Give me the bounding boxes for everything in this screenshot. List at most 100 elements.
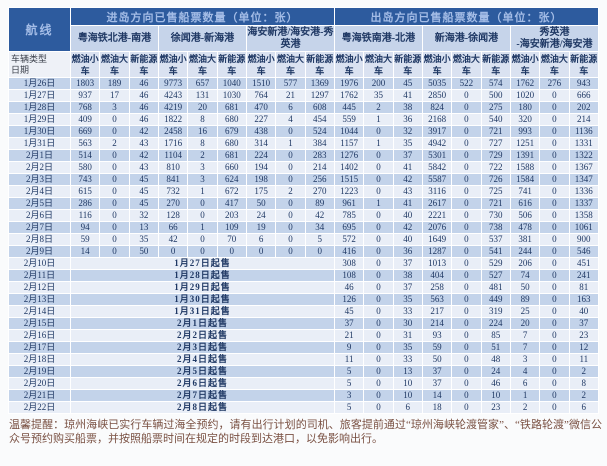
outbound-count-cell: 541 [480,245,511,258]
inbound-count-cell: 50 [128,245,159,258]
sale-start-note: 1月28日起售 [70,269,335,282]
corner-label-date: 日期 [11,64,30,75]
inbound-count-cell: 42 [128,149,159,162]
inbound-count-cell: 6 [245,233,277,246]
outbound-count-cell: 319 [480,305,511,318]
route-group-header: 粤海铁南港-北港 [333,25,423,52]
inbound-count-cell: 2 [275,185,306,198]
sale-start-note: 1月29日起售 [70,281,335,294]
inbound-count-cell: 43 [128,161,159,174]
outbound-count-cell: 0 [539,161,570,174]
outbound-count-cell: 33 [392,305,423,318]
date-cell: 2月10日 [8,257,71,270]
date-cell: 2月18日 [8,353,71,366]
outbound-count-cell: 695 [333,221,365,234]
outbound-count-cell: 451 [568,257,600,270]
outbound-count-cell: 572 [333,233,365,246]
outbound-count-cell: 9 [333,341,365,354]
inbound-count-cell: 0 [99,245,130,258]
outbound-count-cell: 0 [451,353,482,366]
table-row: 2月10日 1月27日起售 308 0 37 1013 0 529 206 0 451 [8,257,600,270]
outbound-count-cell: 0 [363,209,394,222]
outbound-count-cell: 2221 [421,209,453,222]
inbound-count-cell: 6 [275,101,306,114]
vehicle-type-header: 燃油大车 [451,51,482,78]
outbound-count-cell: 0 [451,293,482,306]
outbound-count-cell: 0 [539,389,570,402]
inbound-count-cell: 50 [245,197,277,210]
outbound-count-cell: 1 [363,137,394,150]
date-cell: 2月14日 [8,305,71,318]
outbound-count-cell: 74 [509,269,541,282]
outbound-count-cell: 37 [421,365,453,378]
outbound-count-cell: 0 [451,185,482,198]
outbound-count-cell: 5842 [421,161,453,174]
inbound-count-cell: 937 [69,89,101,102]
inbound-count-cell: 1 [187,221,218,234]
outbound-count-cell: 0 [539,89,570,102]
outbound-count-cell: 11 [568,353,600,366]
outbound-count-cell: 1223 [333,185,365,198]
outbound-count-cell: 559 [333,113,365,126]
table-row: 1月30日 669 0 42 2458 16 679 438 0 524 1044 0 32 3917 0 7… [8,125,600,138]
outbound-count-cell: 0 [451,245,482,258]
inbound-count-cell: 46 [128,89,159,102]
outbound-count-cell: 1649 [421,233,453,246]
table-row: 2月19日 2月5日起售 5 0 13 37 0 24 4 0 2 [8,365,600,378]
outbound-count-cell: 163 [568,293,600,306]
inbound-count-cell: 0 [304,245,335,258]
outbound-count-cell: 59 [421,341,453,354]
inbound-count-cell: 34 [304,221,335,234]
outbound-count-cell: 5587 [421,173,453,186]
inbound-count-cell: 0 [99,233,130,246]
date-cell: 1月31日 [8,137,71,150]
table-row: 2月21日 2月7日起售 3 0 10 14 0 10 1 0 2 [8,389,600,402]
outbound-count-cell: 180 [509,101,541,114]
outbound-count-cell: 1322 [568,149,600,162]
outbound-count-cell: 0 [451,257,482,270]
outbound-count-cell: 5035 [421,77,453,90]
date-cell: 2月4日 [8,185,71,198]
table-row: 2月1日 514 0 42 1104 2 681 224 0 283 1276 0 37 5301 0 729… [8,149,600,162]
table-row: 2月16日 2月2日起售 21 0 31 93 0 85 7 0 23 [8,329,600,342]
inbound-count-cell: 70 [216,233,247,246]
outbound-count-cell: 1762 [509,77,541,90]
outbound-count-cell: 481 [480,281,511,294]
outbound-count-cell: 0 [363,185,394,198]
outbound-count-cell: 1136 [568,125,600,138]
outbound-count-cell: 381 [509,233,541,246]
inbound-section-title: 进岛方向已售船票数量（单位：张） [70,7,335,26]
outbound-count-cell: 38 [392,269,423,282]
outbound-count-cell: 214 [421,317,453,330]
date-cell: 2月9日 [8,245,71,258]
outbound-count-cell: 0 [539,101,570,114]
outbound-count-cell: 35 [392,341,423,354]
outbound-count-cell: 10 [392,389,423,402]
inbound-count-cell: 286 [69,197,101,210]
inbound-count-cell: 45 [128,173,159,186]
vehicle-type-header: 燃油大车 [539,51,570,78]
outbound-count-cell: 12 [568,341,600,354]
outbound-count-cell: 537 [480,233,511,246]
outbound-count-cell: 0 [539,293,570,306]
outbound-count-cell: 721 [480,125,511,138]
outbound-count-cell: 1976 [333,77,365,90]
inbound-count-cell: 66 [157,221,189,234]
outbound-count-cell: 89 [509,293,541,306]
outbound-count-cell: 1287 [421,245,453,258]
vehicle-type-row: 车辆类型 日期 燃油小车 燃油大车 新能源车 燃油小车 燃油大车 新能源车 燃油小车 燃油大车新… [8,51,600,78]
inbound-count-cell: 0 [216,245,247,258]
inbound-count-cell: 0 [275,233,306,246]
sale-start-note: 2月7日起售 [70,389,335,402]
inbound-count-cell: 384 [304,137,335,150]
inbound-count-cell: 24 [245,209,277,222]
route-corner-header: 航线 [8,7,71,52]
outbound-count-cell: 0 [451,137,482,150]
inbound-count-cell: 109 [216,221,247,234]
inbound-count-cell: 679 [216,125,247,138]
outbound-count-cell: 4 [509,365,541,378]
inbound-count-cell: 256 [304,173,335,186]
outbound-count-cell: 0 [363,173,394,186]
date-cell: 2月16日 [8,329,71,342]
outbound-count-cell: 0 [363,389,394,402]
